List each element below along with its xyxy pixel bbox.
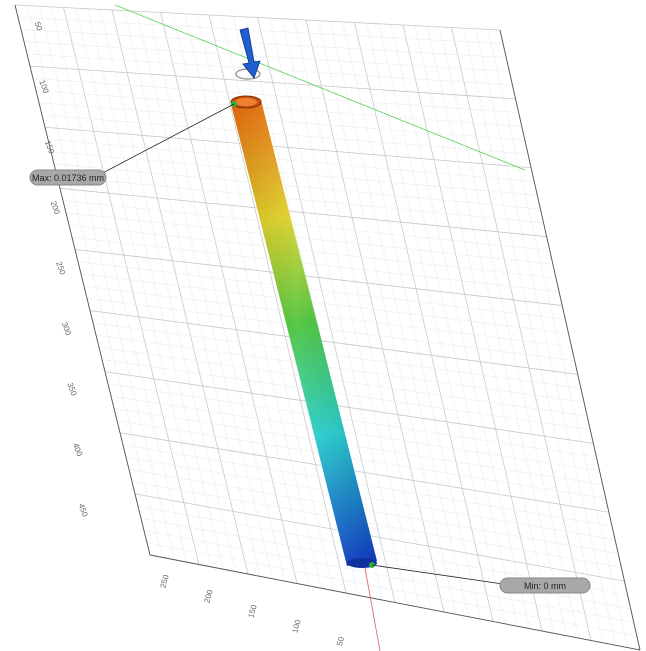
grid-minor	[48, 139, 534, 181]
grid-minor	[427, 26, 566, 636]
grid-minor	[123, 445, 612, 526]
grid-minor	[63, 201, 550, 251]
grid-minor	[84, 286, 572, 347]
grid-minor	[72, 237, 559, 292]
grid-major	[45, 127, 531, 168]
grid-minor	[129, 469, 618, 553]
grid-minor	[54, 164, 540, 209]
grid-minor	[42, 115, 528, 154]
grid-minor	[415, 26, 554, 634]
grid-minor	[24, 42, 509, 72]
vertical-axis-label: 300	[60, 321, 73, 337]
grid-minor	[81, 274, 568, 333]
grid-minor	[51, 152, 537, 196]
viewport: 50 100 150 200 250 300 350 400 450 250 200 150 100 5…	[0, 0, 646, 651]
grid-major	[403, 25, 542, 631]
min-callout: Min: 0 mm	[500, 578, 590, 593]
plane-edge	[500, 30, 640, 650]
grid-minor	[488, 29, 628, 647]
grid-major	[355, 23, 494, 622]
grid-major	[452, 28, 592, 641]
horizontal-axis-label: 50	[335, 635, 346, 646]
tube-top-inner	[235, 98, 257, 106]
vertical-axis-label: 450	[77, 502, 90, 518]
grid-minor	[78, 262, 565, 320]
grid-minor	[379, 24, 518, 627]
grid-minor	[21, 29, 506, 57]
grid-minor	[464, 28, 604, 643]
grid-minor	[27, 54, 512, 85]
grid-minor	[69, 225, 556, 278]
vertical-axis-label: 200	[49, 200, 62, 216]
grid-major	[135, 494, 624, 581]
grid-minor	[144, 531, 634, 623]
min-label: Min: 0 mm	[524, 581, 566, 591]
grid-major	[90, 311, 578, 375]
vertical-axis-label: 250	[54, 260, 67, 276]
vertical-axis-label: 350	[65, 381, 78, 397]
page: 50 100 150 200 250 300 350 400 450 250 200 150 100 5…	[0, 0, 646, 651]
max-callout: Max: 0.01736 mm	[30, 170, 106, 185]
vertical-axis-label: 400	[71, 442, 84, 458]
grid-major	[30, 66, 516, 99]
grid-major	[75, 249, 562, 305]
grid-major	[15, 5, 500, 30]
grid-minor	[96, 335, 584, 402]
horizontal-axis-label: 250	[159, 573, 171, 589]
horizontal-axis-label: 200	[203, 588, 215, 604]
grid-minor	[114, 408, 603, 484]
vertical-axis-label: 150	[43, 139, 56, 155]
grid-minor	[126, 457, 615, 540]
grid-minor	[93, 323, 581, 388]
load-arrow	[236, 28, 260, 79]
horizontal-axis-label: 100	[291, 618, 303, 634]
horizontal-axis-label: 150	[247, 603, 259, 619]
grid-minor	[117, 421, 606, 499]
grid-minor	[18, 17, 503, 44]
grid-major	[306, 20, 444, 612]
grid-major	[60, 188, 547, 236]
grid-major	[120, 433, 609, 512]
grid-minor	[87, 298, 575, 360]
grid-minor	[391, 24, 530, 628]
plane-edge	[150, 555, 640, 650]
horizontal-axis-labels: 250 200 150 100 50	[159, 573, 347, 647]
grid-minor	[367, 23, 506, 624]
grid-minor	[57, 176, 544, 223]
grid-minor	[439, 27, 578, 638]
min-leader	[372, 565, 510, 585]
max-label: Max: 0.01736 mm	[32, 173, 104, 183]
grid-plane	[15, 5, 640, 650]
grid-minor	[141, 518, 631, 608]
grid-minor	[132, 482, 621, 568]
grid-minor	[476, 29, 616, 646]
